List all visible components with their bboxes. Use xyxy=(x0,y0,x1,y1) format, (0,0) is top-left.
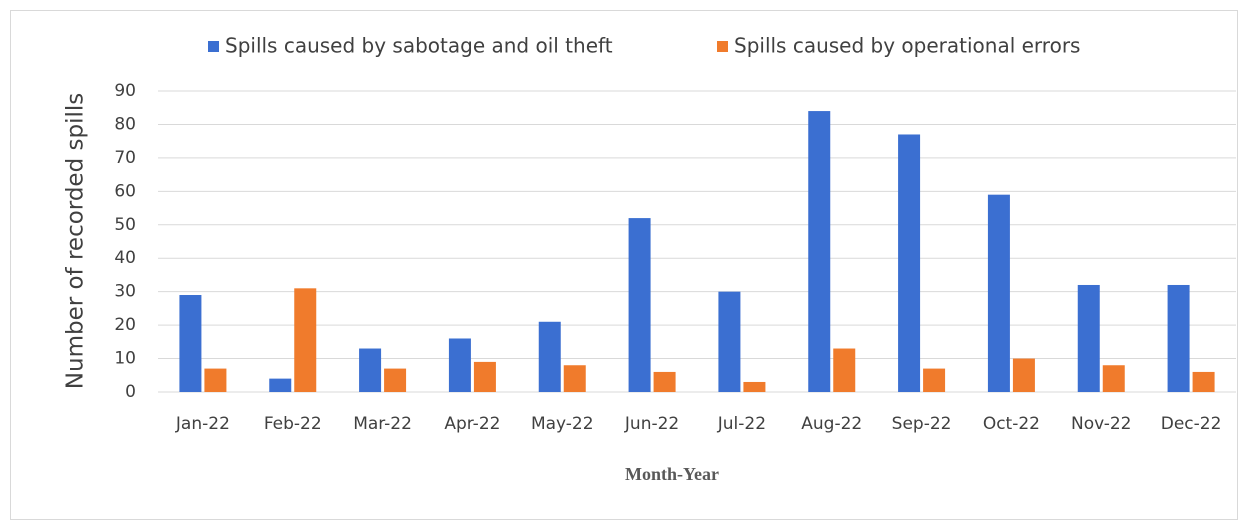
bar xyxy=(1167,284,1190,392)
bar xyxy=(653,371,676,392)
x-tick-label: Nov-22 xyxy=(1071,414,1132,434)
y-tick-label: 0 xyxy=(125,382,136,402)
y-tick-label: 50 xyxy=(114,215,136,235)
bar xyxy=(1012,358,1035,392)
y-tick-label: 80 xyxy=(114,114,136,134)
legend-label: Spills caused by operational errors xyxy=(734,34,1080,58)
bar xyxy=(987,194,1010,392)
bar xyxy=(538,321,561,392)
legend-swatch xyxy=(208,41,219,52)
bar xyxy=(718,291,741,392)
bar xyxy=(898,134,921,392)
bar xyxy=(743,381,766,392)
y-tick-label: 30 xyxy=(114,282,136,302)
x-tick-label: Feb-22 xyxy=(264,414,322,434)
chart-border xyxy=(10,10,1238,520)
x-tick-label: Jun-22 xyxy=(624,414,679,434)
bar xyxy=(294,288,317,392)
bar xyxy=(473,361,496,392)
legend-swatch xyxy=(717,41,728,52)
y-axis-title: Number of recorded spills xyxy=(63,93,89,389)
x-tick-label: Aug-22 xyxy=(801,414,862,434)
bar xyxy=(269,378,292,392)
x-tick-label: Apr-22 xyxy=(444,414,500,434)
bar xyxy=(833,348,856,392)
x-axis-title: Month-Year xyxy=(625,464,719,484)
x-tick-label: Sep-22 xyxy=(892,414,952,434)
y-tick-label: 90 xyxy=(114,81,136,101)
legend-label: Spills caused by sabotage and oil theft xyxy=(225,34,613,58)
bar xyxy=(808,111,831,393)
bar xyxy=(448,338,471,392)
bar xyxy=(1192,371,1215,392)
bar xyxy=(1077,284,1100,392)
bar xyxy=(179,295,202,392)
bar xyxy=(359,348,382,392)
x-tick-label: Oct-22 xyxy=(983,414,1040,434)
bar xyxy=(923,368,946,392)
bar xyxy=(563,365,586,392)
y-tick-label: 40 xyxy=(114,248,136,268)
bar xyxy=(204,368,227,392)
x-tick-label: Dec-22 xyxy=(1161,414,1222,434)
y-tick-label: 20 xyxy=(114,315,136,335)
y-tick-label: 60 xyxy=(114,181,136,201)
y-tick-label: 10 xyxy=(114,349,136,369)
bar xyxy=(628,218,651,392)
y-tick-label: 70 xyxy=(114,148,136,168)
x-tick-label: May-22 xyxy=(531,414,594,434)
x-tick-label: Jan-22 xyxy=(175,414,230,434)
bar xyxy=(384,368,407,392)
bar xyxy=(1102,365,1125,392)
x-tick-label: Jul-22 xyxy=(717,414,766,434)
x-tick-label: Mar-22 xyxy=(353,414,412,434)
